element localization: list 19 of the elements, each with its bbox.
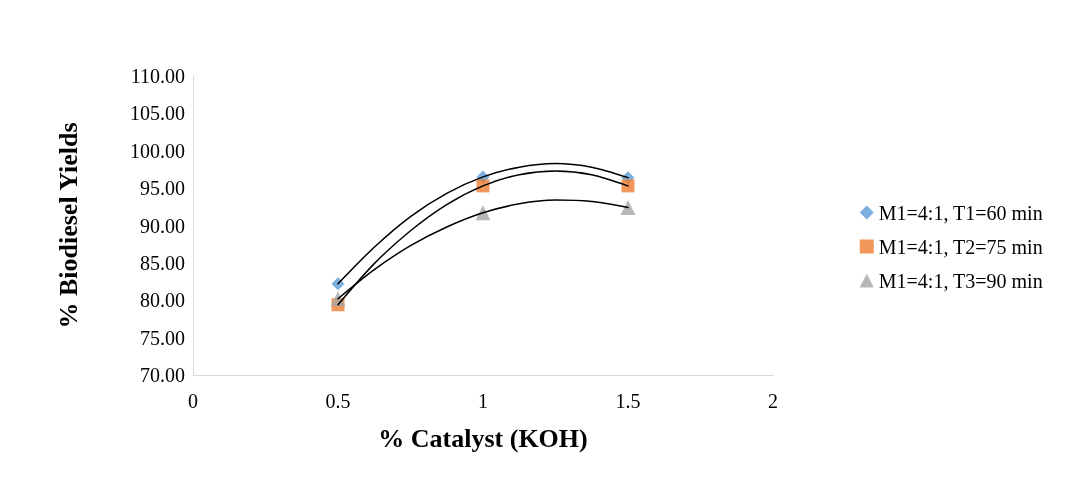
- x-tick-label: 0: [188, 390, 198, 412]
- x-tick-label: 2: [768, 390, 778, 412]
- x-axis-title: % Catalyst (KOH): [378, 423, 588, 453]
- y-tick-label: 75.00: [140, 326, 185, 349]
- x-tick-label: 0.5: [325, 390, 351, 412]
- legend-label: M1=4:1, T3=90 min: [878, 269, 1043, 292]
- y-axis-title: % Biodiesel Yields: [53, 122, 83, 329]
- y-tick-label: 110.00: [130, 65, 185, 87]
- y-tick-label: 95.00: [140, 177, 185, 200]
- legend-label: M1=4:1, T2=75 min: [878, 235, 1043, 258]
- x-tick-label: 1: [478, 390, 488, 412]
- y-tick-label: 70.00: [140, 364, 185, 386]
- x-tick-label: 1.5: [615, 390, 641, 412]
- y-tick-label: 100.00: [130, 139, 185, 162]
- y-tick-label: 85.00: [140, 251, 185, 274]
- y-tick-label: 80.00: [140, 289, 185, 312]
- legend-label: M1=4:1, T1=60 min: [878, 201, 1043, 224]
- y-tick-label: 105.00: [130, 102, 185, 125]
- y-tick-label: 90.00: [140, 214, 185, 237]
